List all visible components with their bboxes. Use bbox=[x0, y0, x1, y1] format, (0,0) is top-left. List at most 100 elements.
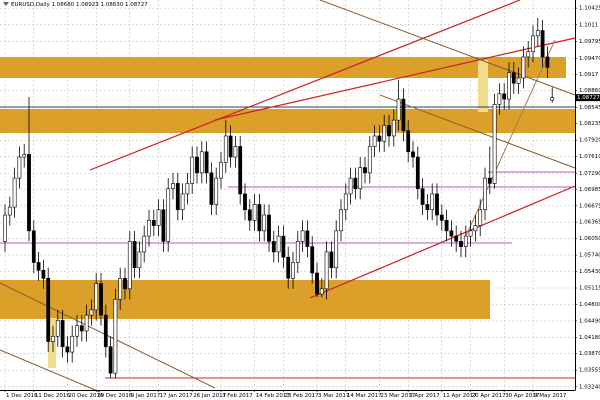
candle-body bbox=[516, 77, 521, 84]
candle-body bbox=[185, 183, 190, 195]
candle-body bbox=[535, 30, 540, 37]
candle-body bbox=[252, 204, 257, 221]
price-tag bbox=[575, 94, 600, 102]
candle-body bbox=[540, 30, 545, 58]
y-tick-label: 1.08235 bbox=[579, 121, 600, 127]
candle-body bbox=[415, 156, 420, 189]
candle-body bbox=[334, 230, 339, 269]
candle-body bbox=[17, 156, 22, 179]
y-tick-label: 1.10425 bbox=[579, 6, 600, 12]
channel-line bbox=[319, 0, 576, 96]
candle-body bbox=[324, 251, 329, 290]
candle-body bbox=[151, 219, 156, 226]
x-tick-label: 20 Apr 2017 bbox=[472, 393, 507, 399]
candle-body bbox=[444, 219, 449, 232]
candle-body bbox=[75, 325, 79, 337]
x-tick-label: 30 Apr 2017 bbox=[505, 393, 540, 399]
trend-line bbox=[309, 185, 576, 299]
candle-body bbox=[31, 230, 36, 263]
candle-body bbox=[550, 97, 555, 101]
candle-body bbox=[531, 35, 535, 52]
y-tick-label: 1.08545 bbox=[579, 105, 600, 111]
candle-body bbox=[113, 299, 118, 374]
candle-body bbox=[103, 314, 108, 348]
candle-body bbox=[65, 346, 70, 353]
candle-body bbox=[310, 246, 315, 274]
y-tick-label: 1.03870 bbox=[579, 351, 600, 357]
candle-body bbox=[199, 151, 204, 174]
y-tick-label: 1.07610 bbox=[579, 154, 600, 160]
candle-body bbox=[439, 214, 444, 221]
candle-body bbox=[219, 162, 223, 179]
y-tick-label: 1.04800 bbox=[579, 302, 600, 308]
candle-body bbox=[94, 283, 99, 311]
x-tick-label: 11 Apr 2017 bbox=[443, 393, 478, 399]
y-tick-label: 1.05115 bbox=[579, 286, 600, 292]
candle-body bbox=[497, 93, 502, 105]
candle-body bbox=[79, 325, 84, 332]
candle-body bbox=[487, 177, 492, 184]
x-tick-label: 20 Dec 2016 bbox=[68, 393, 104, 399]
candle-body bbox=[391, 119, 396, 137]
candle-body bbox=[156, 209, 161, 226]
channel-line bbox=[379, 94, 576, 169]
pivot-zone bbox=[0, 109, 575, 133]
y-tick-label: 1.04180 bbox=[579, 335, 600, 341]
candle-body bbox=[243, 193, 247, 211]
candle-body bbox=[387, 125, 391, 137]
candle-body bbox=[209, 172, 214, 205]
candle-body bbox=[353, 177, 358, 189]
candle-body bbox=[228, 135, 233, 158]
candle-body bbox=[41, 270, 46, 279]
x-tick-label: 9 Jan 2017 bbox=[131, 393, 161, 399]
candle-body bbox=[411, 151, 415, 158]
symbol-icon bbox=[3, 2, 9, 6]
candle-body bbox=[180, 193, 185, 211]
candle-body bbox=[348, 177, 353, 195]
candle-body bbox=[214, 177, 219, 205]
candle-body bbox=[473, 225, 478, 232]
y-tick-label: 1.06675 bbox=[579, 203, 600, 209]
candle-body bbox=[329, 251, 334, 269]
candle-body bbox=[22, 154, 27, 158]
candle-body bbox=[459, 241, 463, 247]
candle-body bbox=[190, 156, 195, 184]
candle-body bbox=[319, 288, 324, 295]
x-tick-label: 3 Feb 2017 bbox=[222, 393, 253, 399]
candle-body bbox=[204, 151, 209, 174]
candle-body bbox=[142, 235, 147, 253]
candle-body bbox=[223, 135, 228, 163]
candle-body bbox=[406, 130, 411, 153]
candle-body bbox=[300, 230, 305, 242]
channel-line bbox=[0, 349, 101, 393]
candle-body bbox=[507, 72, 511, 100]
y-tick-label: 1.03240 bbox=[579, 384, 600, 390]
candle-body bbox=[89, 309, 94, 316]
x-tick-label: 29 Dec 2016 bbox=[97, 393, 133, 399]
y-tick-label: 1.05430 bbox=[579, 269, 600, 275]
candle-body bbox=[367, 146, 372, 174]
y-tick-label: 1.03555 bbox=[579, 368, 600, 374]
candle-body bbox=[3, 214, 7, 242]
candle-body bbox=[233, 146, 238, 158]
candles bbox=[3, 17, 555, 379]
axis-labels: 1.10425 1.1011 1.09795 1.09470 1.0917 1.08860… bbox=[4, 6, 600, 399]
candle-body bbox=[545, 56, 550, 68]
candle-body bbox=[257, 204, 262, 232]
candle-body bbox=[132, 241, 137, 269]
y-tick-label: 1.1011 bbox=[579, 22, 598, 28]
y-tick-label: 1.09795 bbox=[579, 39, 600, 45]
x-tick-label: 9 May 2017 bbox=[534, 393, 567, 399]
candle-body bbox=[70, 335, 75, 353]
candle-body bbox=[99, 283, 103, 316]
y-tick-label: 1.06365 bbox=[579, 220, 600, 226]
candle-body bbox=[492, 104, 497, 184]
candle-body bbox=[271, 241, 276, 253]
candle-body bbox=[463, 235, 468, 247]
y-tick-label: 1.06985 bbox=[579, 187, 600, 193]
candle-body bbox=[175, 183, 180, 211]
chart-title: EURUSD,Daily 1.08680 1.08923 1.08630 1.0… bbox=[11, 2, 148, 8]
candle-body bbox=[262, 214, 267, 232]
